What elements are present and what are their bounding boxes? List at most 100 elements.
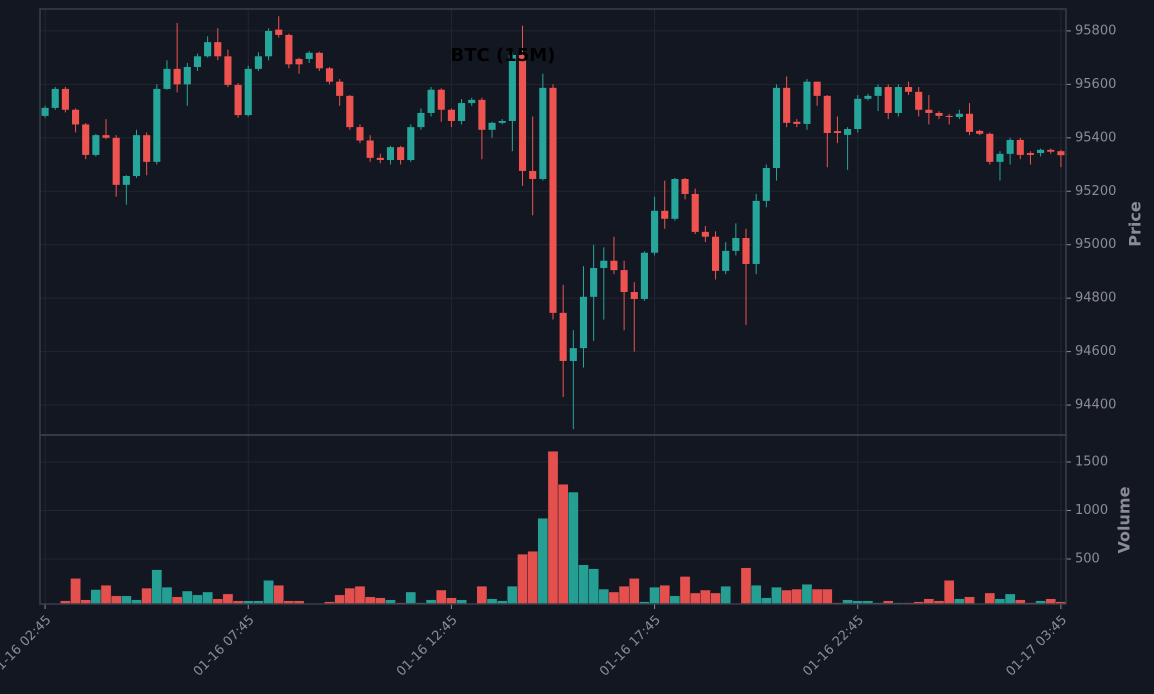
volume-bar [110, 595, 122, 605]
volume-bar [263, 580, 274, 605]
volume-bar [151, 569, 163, 605]
candle-body [386, 147, 395, 160]
candle-body [204, 42, 212, 57]
candle-body [51, 88, 59, 108]
candle-body [397, 147, 405, 160]
volume-bar [943, 580, 955, 605]
candle-body [1037, 149, 1045, 154]
candle-body [559, 312, 567, 361]
volume-bar [984, 592, 996, 605]
volume-bar [212, 598, 224, 605]
candle-body [234, 84, 242, 116]
candle-body [366, 140, 374, 158]
candle-body [772, 87, 781, 169]
candle-body [488, 122, 496, 130]
candle-body [71, 109, 80, 125]
candle-body [529, 170, 537, 179]
candle-body [61, 88, 69, 110]
volume-bar [90, 589, 102, 605]
candle-body [305, 52, 313, 59]
candle-body [1026, 153, 1035, 155]
volume-bar [781, 589, 792, 605]
candle-body [275, 29, 283, 35]
candle-body [803, 81, 811, 124]
y-tick-label: 500 [1075, 551, 1100, 566]
volume-bar [344, 587, 356, 605]
volume-bar [954, 598, 965, 605]
candle-body [437, 89, 445, 110]
candle-body [823, 95, 831, 134]
volume-bar [720, 585, 731, 605]
volume-bar [710, 592, 721, 605]
volume-bar [588, 568, 599, 605]
volume-bar [507, 585, 518, 605]
candle-body [874, 87, 882, 96]
volume-bar [923, 598, 935, 605]
candle-body [183, 66, 191, 85]
volume-bar [476, 585, 488, 605]
volume-bar [100, 584, 112, 605]
y-tick-label: 95800 [1075, 23, 1116, 38]
volume-bar [537, 518, 549, 605]
candle-body [600, 260, 608, 268]
volume-bar [141, 587, 152, 605]
candle-body [163, 68, 171, 89]
candle-body [315, 52, 323, 69]
volume-bar [679, 576, 691, 605]
candle-body [722, 250, 730, 271]
candle-body [752, 200, 760, 264]
volume-axis-label: Volume [1115, 486, 1134, 553]
candle-body [1006, 139, 1014, 154]
candle-body [661, 210, 669, 219]
volume-frame [39, 434, 1067, 605]
candle-body [173, 68, 181, 85]
candle-body [356, 127, 364, 141]
price-axis-label: Price [1126, 201, 1145, 247]
y-tick-label: 1500 [1075, 454, 1108, 469]
candle-body [894, 87, 902, 113]
candle-body [112, 137, 120, 185]
candle-body [640, 252, 648, 299]
volume-bar [608, 591, 620, 605]
candle-body [82, 124, 90, 155]
candle-body [325, 68, 334, 82]
candle-body [965, 113, 974, 132]
candle-body [742, 238, 750, 264]
volume-bar [273, 584, 285, 605]
volume-bar [202, 591, 213, 605]
candle-body [671, 178, 679, 219]
candle-body [732, 238, 740, 251]
candle-body [508, 54, 516, 121]
volume-bar [171, 596, 183, 605]
candle-body [478, 99, 486, 130]
volume-bar [700, 589, 711, 605]
volume-bar [405, 591, 417, 605]
volume-bar [517, 553, 528, 605]
y-tick-label: 95000 [1075, 237, 1116, 252]
candle-body [224, 56, 232, 85]
candle-body [925, 109, 933, 113]
candle-body [884, 87, 892, 113]
candle-body [630, 292, 638, 299]
volume-bar [740, 567, 752, 605]
candle-body [122, 176, 130, 185]
candle-body [915, 91, 923, 110]
volume-bar [994, 598, 1006, 605]
candle-body [844, 128, 852, 135]
candle-body [945, 115, 953, 117]
candle-body [41, 107, 49, 116]
candle-body [407, 127, 415, 160]
candle-body [336, 81, 344, 96]
volume-bar [486, 598, 498, 605]
candle-body [569, 348, 577, 361]
candle-body [265, 30, 273, 57]
volume-bar [557, 484, 569, 605]
candle-body [1057, 151, 1065, 156]
candle-body [244, 68, 252, 116]
volume-bar [659, 584, 671, 605]
candle-body [691, 193, 699, 232]
candle-body [854, 98, 862, 129]
candle-body [590, 267, 598, 297]
candle-body [376, 157, 384, 160]
